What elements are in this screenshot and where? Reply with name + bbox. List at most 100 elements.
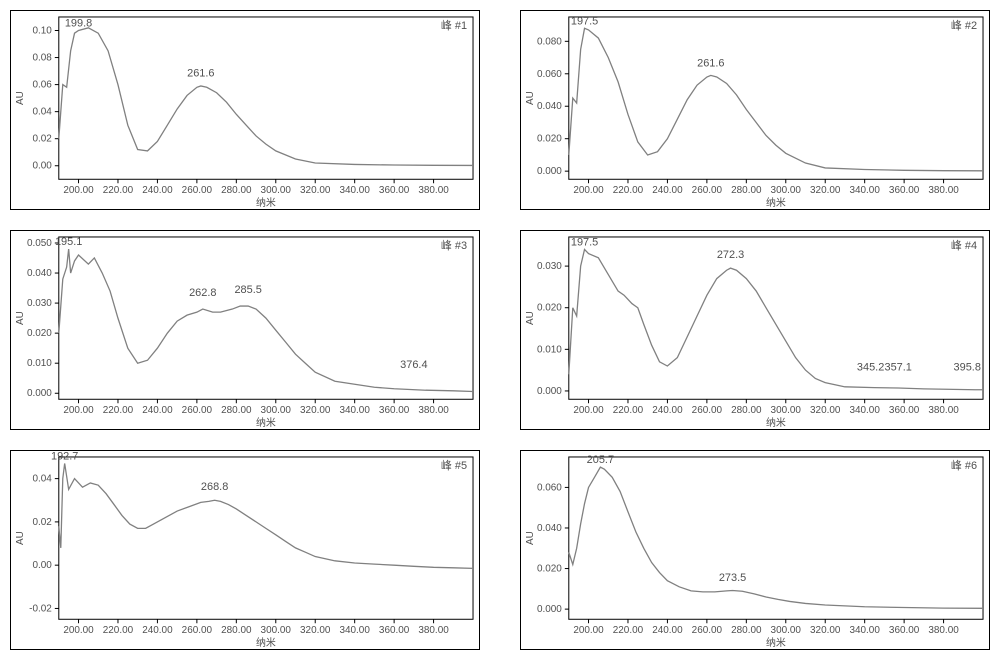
xtick-label: 300.00 [771, 405, 802, 416]
chart-panel-2: 200.00 220.00 240.00 260.00 280.00 300.00 320.… [520, 10, 990, 210]
xtick-label: 340.00 [849, 405, 880, 416]
ytick-label: 0.020 [537, 134, 562, 145]
xtick-label: 220.00 [103, 625, 134, 636]
xtick-label: 280.00 [221, 625, 252, 636]
ytick-label: 0.02 [32, 517, 52, 528]
xtick-label: 340.00 [339, 405, 370, 416]
xtick-label: 280.00 [731, 405, 762, 416]
xtick-label: 300.00 [771, 625, 802, 636]
xtick-label: 320.00 [300, 185, 331, 196]
ytick-label: 0.00 [32, 161, 52, 172]
xtick-label: 260.00 [692, 185, 723, 196]
spectrum-line [569, 28, 983, 170]
xtick-label: 220.00 [613, 405, 644, 416]
ytick-label: 0.08 [32, 53, 52, 64]
ytick-label: 0.000 [537, 166, 562, 177]
xtick-label: 380.00 [418, 625, 449, 636]
ytick-label: 0.030 [537, 261, 562, 272]
ytick-label: 0.10 [32, 25, 52, 36]
x-axis-label: 纳米 [766, 636, 786, 649]
spectrum-line [59, 464, 473, 569]
ytick-label: 0.000 [537, 604, 562, 615]
peak-annotation: 262.8 [189, 287, 216, 299]
xtick-label: 280.00 [731, 185, 762, 196]
xtick-label: 240.00 [142, 405, 173, 416]
xtick-label: 260.00 [692, 625, 723, 636]
xtick-label: 380.00 [418, 185, 449, 196]
xtick-label: 300.00 [261, 625, 292, 636]
ytick-label: 0.050 [27, 238, 52, 249]
peak-annotation: 197.5 [571, 237, 598, 249]
xtick-label: 340.00 [849, 185, 880, 196]
peak-annotation: 261.6 [187, 68, 214, 80]
peak-annotation: 195.1 [55, 236, 82, 248]
xtick-label: 380.00 [928, 625, 959, 636]
y-axis-label: AU [525, 311, 536, 325]
xtick-label: 200.00 [573, 185, 604, 196]
xtick-label: 320.00 [810, 405, 841, 416]
xtick-label: 280.00 [731, 625, 762, 636]
peak-annotation: 345.2 [857, 361, 884, 373]
y-axis-label: AU [525, 531, 536, 545]
y-axis-label: AU [525, 91, 536, 105]
peak-annotation: 272.3 [717, 249, 744, 261]
xtick-label: 220.00 [103, 405, 134, 416]
spectrum-line [569, 250, 983, 390]
peak-annotation: 268.8 [201, 481, 228, 493]
chart-panel-1: 200.00220.00240.00260.00280.00300.00320.… [10, 10, 480, 210]
xtick-label: 300.00 [261, 185, 292, 196]
plot-frame [569, 237, 983, 399]
panel-title: 峰 #1 [441, 19, 467, 32]
xtick-label: 280.00 [221, 185, 252, 196]
peak-annotation: 199.8 [65, 18, 92, 30]
ytick-label: 0.060 [537, 483, 562, 494]
xtick-label: 240.00 [652, 625, 683, 636]
xtick-label: 380.00 [928, 405, 959, 416]
xtick-label: 240.00 [142, 185, 173, 196]
xtick-label: 240.00 [142, 625, 173, 636]
x-axis-label: 纳米 [256, 196, 276, 209]
ytick-label: 0.010 [537, 344, 562, 355]
x-axis-label: 纳米 [766, 416, 786, 429]
xtick-label: 300.00 [771, 185, 802, 196]
ytick-label: 0.030 [27, 298, 52, 309]
ytick-label: 0.040 [537, 523, 562, 534]
xtick-label: 360.00 [889, 405, 920, 416]
xtick-label: 380.00 [418, 405, 449, 416]
ytick-label: 0.010 [27, 358, 52, 369]
xtick-label: 360.00 [889, 625, 920, 636]
ytick-label: 0.00 [32, 560, 52, 571]
xtick-label: 260.00 [182, 625, 213, 636]
plot-frame [569, 17, 983, 179]
peak-annotation: 197.5 [571, 15, 598, 27]
xtick-label: 220.00 [613, 625, 644, 636]
ytick-label: 0.020 [537, 303, 562, 314]
ytick-label: 0.020 [537, 564, 562, 575]
ytick-label: 0.04 [32, 474, 52, 485]
xtick-label: 260.00 [182, 185, 213, 196]
peak-annotation: 285.5 [234, 284, 261, 296]
panel-title: 峰 #6 [951, 459, 977, 472]
xtick-label: 220.00 [613, 185, 644, 196]
xtick-label: 260.00 [182, 405, 213, 416]
chart-panel-3: 200.00220.00240.00260.00280.00300.00320.… [10, 230, 480, 430]
ytick-label: 0.040 [537, 101, 562, 112]
xtick-label: 200.00 [63, 185, 94, 196]
xtick-label: 320.00 [810, 625, 841, 636]
ytick-label: -0.02 [29, 604, 52, 615]
xtick-label: 200.00 [573, 625, 604, 636]
peak-annotation: 261.6 [697, 58, 724, 70]
xtick-label: 340.00 [849, 625, 880, 636]
xtick-label: 320.00 [810, 185, 841, 196]
peak-annotation: 205.7 [587, 454, 614, 466]
xtick-label: 200.00 [63, 625, 94, 636]
xtick-label: 380.00 [928, 185, 959, 196]
peak-annotation: 357.1 [885, 361, 912, 373]
ytick-label: 0.06 [32, 80, 52, 91]
xtick-label: 240.00 [652, 185, 683, 196]
xtick-label: 260.00 [692, 405, 723, 416]
x-axis-label: 纳米 [256, 416, 276, 429]
xtick-label: 340.00 [339, 625, 370, 636]
peak-annotation: 395.8 [954, 361, 981, 373]
ytick-label: 0.080 [537, 36, 562, 47]
